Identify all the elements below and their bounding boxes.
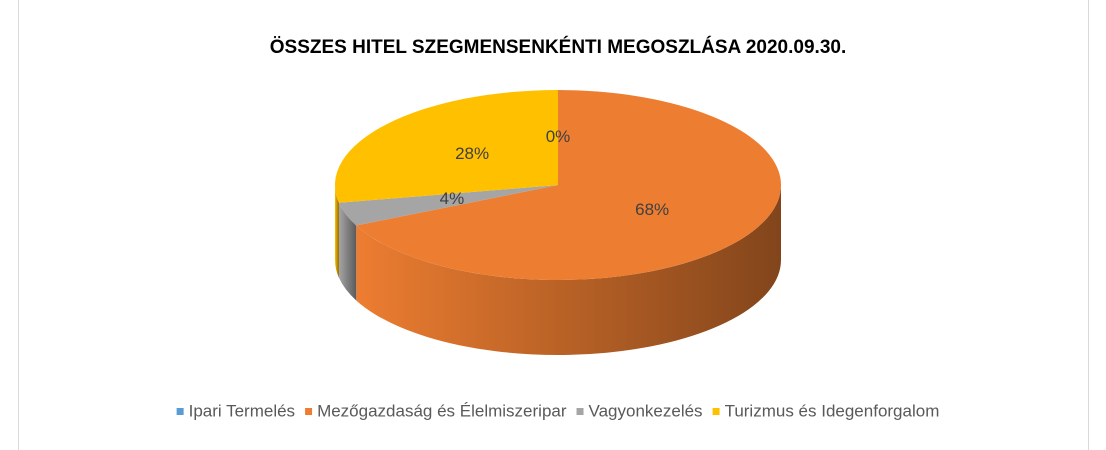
slice-side xyxy=(338,202,357,301)
slice xyxy=(335,90,558,203)
slice xyxy=(338,185,558,226)
legend-label: Vagyonkezelés xyxy=(589,401,703,420)
data-label: 68% xyxy=(635,200,669,219)
data-label: 0% xyxy=(546,127,571,146)
legend-swatch xyxy=(576,408,584,415)
chart-title: ÖSSZES HITEL SZEGMENSENKÉNTI MEGOSZLÁSA … xyxy=(270,36,846,58)
data-label: 28% xyxy=(455,144,489,163)
legend-swatch xyxy=(712,408,720,415)
slice xyxy=(356,90,781,280)
slice-side xyxy=(335,185,339,278)
legend-label: Turizmus és Idegenforgalom xyxy=(725,401,940,420)
data-label: 4% xyxy=(440,189,465,208)
legend-swatch xyxy=(305,408,313,415)
legend-label: Mezőgazdaság és Élelmiszeripar xyxy=(317,401,567,420)
legend-swatch xyxy=(176,408,184,415)
slice-side xyxy=(356,185,781,355)
legend-label: Ipari Termelés xyxy=(189,401,295,420)
